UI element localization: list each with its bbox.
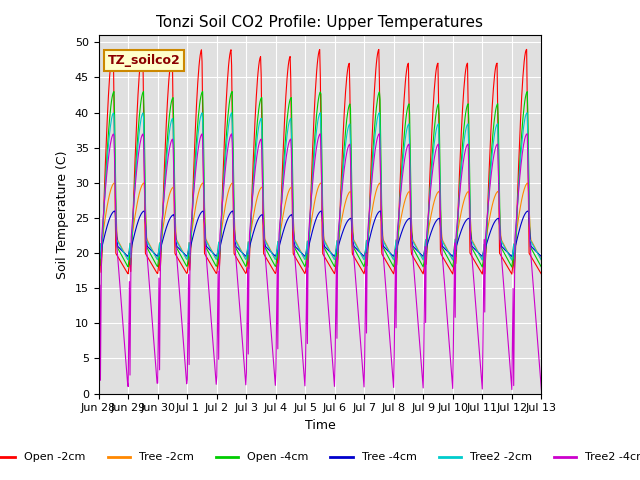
Tree -2cm [217, 234, 225, 240]
Tree2 -4cm [103, 173, 111, 179]
Open -4cm [217, 237, 225, 242]
Line: Tree2 -2cm: Tree2 -2cm [99, 113, 541, 260]
Tree2 -4cm [538, 387, 545, 393]
Tree2 -2cm [387, 252, 394, 257]
Open -4cm [538, 264, 545, 270]
Open -2cm [523, 47, 531, 52]
Tree2 -2cm [538, 257, 545, 263]
Open -2cm [193, 91, 201, 96]
Tree2 -2cm [148, 248, 156, 253]
Open -2cm [373, 55, 381, 61]
Tree -4cm [373, 212, 381, 217]
Tree -4cm [103, 225, 111, 231]
Tree2 -4cm [95, 387, 102, 393]
Y-axis label: Soil Temperature (C): Soil Temperature (C) [56, 150, 69, 279]
Open -4cm [228, 89, 236, 95]
Tree -4cm [387, 251, 394, 256]
Open -2cm [217, 241, 225, 247]
Tree -2cm [103, 207, 111, 213]
Open -2cm [386, 264, 394, 270]
Line: Tree2 -4cm: Tree2 -4cm [99, 134, 541, 390]
Tree -4cm [538, 254, 545, 260]
Tree2 -4cm [193, 154, 201, 160]
Line: Tree -2cm: Tree -2cm [99, 183, 541, 260]
Open -4cm [95, 264, 102, 270]
Line: Tree -4cm: Tree -4cm [99, 211, 541, 257]
Tree2 -4cm [387, 345, 394, 351]
Tree -2cm [148, 247, 156, 252]
Tree -2cm [374, 184, 381, 190]
Tree2 -2cm [95, 257, 102, 263]
Tree2 -2cm [217, 231, 225, 237]
Open -4cm [103, 158, 111, 164]
Tree -2cm [193, 196, 201, 202]
Open -2cm [95, 271, 102, 277]
Tree -4cm [148, 248, 156, 254]
Tree -2cm [229, 180, 237, 186]
Tree2 -2cm [376, 110, 383, 116]
Tree2 -4cm [373, 137, 381, 143]
Tree -4cm [193, 218, 201, 224]
X-axis label: Time: Time [305, 419, 335, 432]
Tree -4cm [95, 254, 102, 260]
Tree -4cm [377, 208, 385, 214]
Title: Tonzi Soil CO2 Profile: Upper Temperatures: Tonzi Soil CO2 Profile: Upper Temperatur… [157, 15, 483, 30]
Open -2cm [538, 271, 545, 277]
Tree -4cm [217, 242, 225, 248]
Open -4cm [374, 96, 381, 101]
Tree -2cm [387, 251, 394, 257]
Tree2 -4cm [148, 317, 156, 323]
Tree2 -2cm [103, 166, 111, 171]
Open -2cm [148, 262, 156, 268]
Open -2cm [103, 131, 111, 137]
Tree2 -2cm [193, 141, 201, 146]
Tree2 -2cm [373, 118, 381, 123]
Legend: Open -2cm, Tree -2cm, Open -4cm, Tree -4cm, Tree2 -2cm, Tree2 -4cm: Open -2cm, Tree -2cm, Open -4cm, Tree -4… [0, 448, 640, 467]
Open -4cm [387, 258, 394, 264]
Line: Open -4cm: Open -4cm [99, 92, 541, 267]
Tree -2cm [95, 257, 102, 263]
Tree2 -4cm [376, 131, 383, 137]
Tree2 -4cm [217, 224, 225, 230]
Tree -2cm [538, 257, 545, 263]
Text: TZ_soilco2: TZ_soilco2 [108, 54, 180, 67]
Open -4cm [193, 129, 201, 134]
Open -4cm [148, 254, 156, 260]
Line: Open -2cm: Open -2cm [99, 49, 541, 274]
